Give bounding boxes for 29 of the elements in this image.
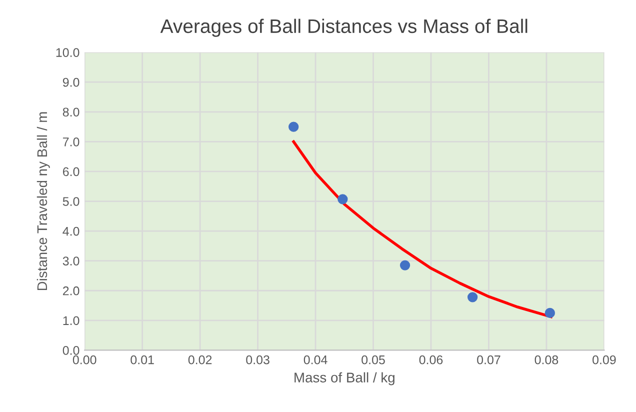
x-tick-label: 0.00	[72, 355, 96, 364]
x-tick-label: 0.07	[477, 355, 500, 364]
x-tick-label: 0.08	[534, 355, 558, 364]
x-tick-label: 0.03	[246, 355, 270, 364]
y-tick-label: 9.0	[62, 78, 80, 87]
y-axis-title: Distance Traveled ny Ball / m	[36, 112, 50, 290]
x-tick-label: 0.02	[188, 355, 212, 364]
y-tick-label: 7.0	[62, 137, 80, 146]
x-tick-label: 0.09	[592, 355, 616, 364]
point	[544, 308, 556, 318]
x-tick-label: 0.04	[304, 355, 328, 364]
x-tick-label: 0.01	[130, 355, 154, 364]
point	[400, 260, 410, 270]
x-axis-title: Mass of Ball / kg	[294, 372, 394, 386]
y-tick-label: 6.0	[62, 167, 80, 176]
y-tick-label: 1.0	[63, 316, 80, 326]
x-tick-label: 0.06	[419, 355, 443, 364]
chart-title: Averages of Ball Distances vs Mass of Ball	[160, 18, 528, 37]
y-tick-label: 10.0	[56, 48, 80, 57]
point	[338, 194, 348, 204]
y-tick-label: 8.0	[62, 108, 80, 117]
point	[288, 122, 299, 132]
point	[467, 292, 478, 302]
y-tick-label: 0.0	[62, 346, 80, 355]
x-tick-label: 0.05	[362, 355, 385, 364]
y-tick-label: 2.0	[62, 286, 80, 296]
y-tick-label: 5.0	[62, 197, 80, 206]
y-tick-label: 3.0	[62, 256, 80, 266]
y-tick-label: 4.0	[62, 226, 80, 236]
